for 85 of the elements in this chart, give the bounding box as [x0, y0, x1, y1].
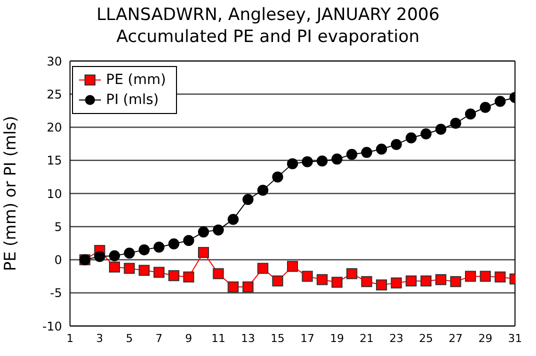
point — [316, 156, 328, 167]
y-tick-label: 5 — [54, 220, 62, 234]
x-tick-label: 15 — [270, 332, 285, 345]
x-tick-label: 3 — [96, 332, 104, 345]
point — [435, 274, 446, 286]
point — [242, 281, 254, 292]
point — [390, 277, 402, 288]
point — [302, 270, 313, 282]
point — [168, 238, 180, 250]
x-tick-label: 1 — [66, 332, 74, 345]
y-tick-label: 0 — [54, 253, 62, 268]
x-tick-label: 5 — [126, 332, 133, 345]
point — [109, 250, 120, 262]
point — [154, 266, 164, 278]
y-axis-title: PE (mm) or PI (mls) — [0, 116, 20, 272]
x-tick-label: 9 — [185, 332, 192, 345]
point — [420, 275, 432, 286]
point — [272, 171, 284, 182]
point — [406, 132, 417, 144]
point — [346, 268, 358, 280]
point — [494, 271, 506, 282]
y-tick-label: 20 — [46, 120, 62, 135]
point — [332, 154, 342, 165]
x-tick-label: 7 — [156, 332, 162, 345]
point — [480, 102, 491, 113]
point — [124, 262, 135, 274]
x-tick-label: 17 — [300, 332, 314, 345]
y-tick-label: -10 — [42, 319, 62, 334]
point — [198, 226, 209, 238]
point — [138, 244, 150, 256]
point — [346, 148, 358, 160]
point — [198, 246, 209, 258]
point — [94, 250, 106, 262]
point — [138, 264, 150, 276]
point — [183, 271, 194, 282]
point — [390, 138, 402, 150]
y-tick-label: -5 — [50, 286, 62, 300]
point — [376, 144, 387, 155]
y-tick-label: 25 — [46, 87, 62, 102]
point — [257, 262, 268, 274]
point — [450, 276, 462, 288]
x-tick-label: 31 — [508, 332, 522, 345]
x-tick-label: 23 — [389, 332, 404, 345]
x-tick-label: 13 — [241, 332, 255, 345]
point — [361, 146, 372, 158]
x-tick-label: 21 — [360, 332, 374, 345]
point — [465, 270, 476, 282]
y-tick-label: 15 — [46, 154, 62, 168]
point — [465, 108, 476, 120]
y-tick-label: 30 — [46, 54, 62, 68]
x-tick-label: 19 — [330, 332, 344, 345]
point — [361, 276, 372, 288]
point — [212, 268, 224, 280]
point — [494, 96, 506, 107]
point — [228, 214, 239, 225]
point — [168, 270, 180, 282]
point — [376, 279, 387, 290]
legend-label: PE (mm) — [106, 71, 166, 90]
point — [183, 235, 194, 246]
point — [272, 275, 284, 286]
point — [287, 158, 298, 170]
y-tick-label: 10 — [46, 186, 62, 201]
point — [124, 248, 135, 259]
point — [302, 156, 313, 168]
x-tick-label: 27 — [448, 332, 463, 345]
x-tick-label: 25 — [419, 332, 433, 345]
legend-label: PI (mls) — [106, 91, 159, 110]
point — [212, 224, 224, 236]
point — [316, 274, 328, 286]
point — [242, 194, 254, 205]
point — [154, 242, 164, 253]
point — [406, 275, 417, 286]
point — [435, 124, 446, 135]
point — [450, 118, 462, 129]
x-tick-label: 11 — [211, 332, 226, 345]
x-tick-label: 29 — [478, 332, 492, 345]
point — [420, 128, 432, 140]
point — [109, 262, 120, 273]
point — [480, 270, 491, 282]
point — [332, 276, 342, 288]
point — [228, 281, 239, 292]
chart-title: LLANSADWRN, Anglesey, JANUARY 2006 — [95, 4, 441, 26]
point — [287, 260, 298, 272]
chart-subtitle: Accumulated PE and PI evaporation — [115, 26, 421, 48]
point — [257, 184, 268, 196]
